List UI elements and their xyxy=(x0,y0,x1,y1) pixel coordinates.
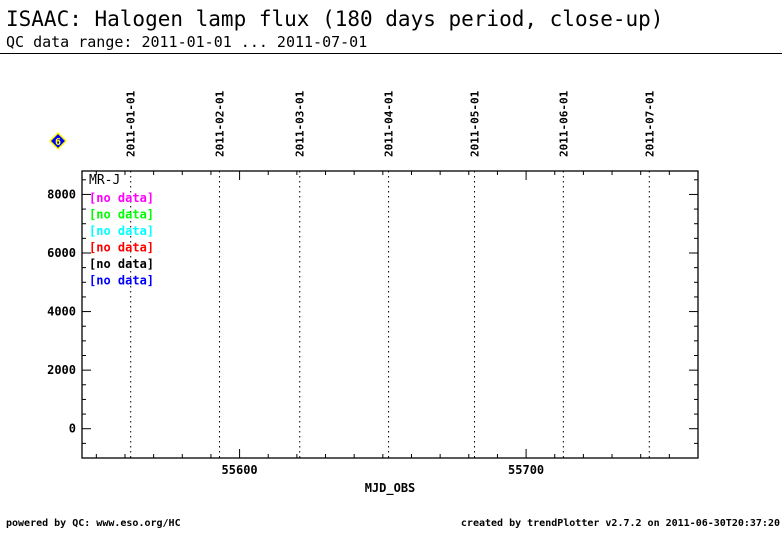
legend-entry: [no data] xyxy=(89,208,154,222)
y-tick-label: 0 xyxy=(69,422,76,436)
marker-badge: 6 xyxy=(48,131,68,151)
legend: [no data] [no data] [no data] [no data] [no … xyxy=(89,191,154,288)
x-tick-label: 55700 xyxy=(508,463,544,477)
legend-entry: [no data] xyxy=(89,224,154,238)
date-marker-label: 2011-01-01 xyxy=(125,90,138,157)
date-marker-label: 2011-03-01 xyxy=(294,90,307,157)
plot-frame xyxy=(81,170,699,459)
date-marker-labels: 2011-01-01 2011-02-01 2011-03-01 2011-04-01… xyxy=(125,90,657,157)
date-marker-label: 2011-04-01 xyxy=(383,90,396,157)
x-tick-label: 55600 xyxy=(222,463,258,477)
date-marker-label: 2011-06-01 xyxy=(557,90,570,157)
date-marker-label: 2011-05-01 xyxy=(469,90,482,157)
y-tick-label: 2000 xyxy=(47,363,76,377)
y-tick-label: 4000 xyxy=(47,305,76,319)
y-tick-label: 6000 xyxy=(47,246,76,260)
legend-entry: [no data] xyxy=(89,191,154,205)
marker-diamond-icon xyxy=(48,131,68,151)
axis-tick-labels: 55600 55700 0 2000 4000 6000 8000 xyxy=(47,187,544,477)
axis-ticks xyxy=(82,171,699,458)
legend-entry: [no data] xyxy=(89,241,154,255)
header-divider xyxy=(0,53,782,54)
footer-created-by: created by trendPlotter v2.7.2 on 2011-0… xyxy=(460,518,780,529)
date-marker-label: 2011-02-01 xyxy=(214,90,227,157)
legend-entry: [no data] xyxy=(89,257,154,271)
y-tick-label: 8000 xyxy=(47,187,76,201)
legend-entry: [no data] xyxy=(89,274,154,288)
chart-subtitle: QC data range: 2011-01-01 ... 2011-07-01 xyxy=(6,33,368,51)
chart-title: ISAAC: Halogen lamp flux (180 days perio… xyxy=(6,7,664,31)
date-marker-label: 2011-07-01 xyxy=(643,90,656,157)
marker-badge-label: 6 xyxy=(55,137,61,148)
footer-powered-by: powered by QC: www.eso.org/HC xyxy=(6,518,181,529)
x-axis-label: MJD_OBS xyxy=(365,481,416,496)
date-marker-lines xyxy=(130,171,650,458)
legend-title: MR-J xyxy=(89,173,120,188)
